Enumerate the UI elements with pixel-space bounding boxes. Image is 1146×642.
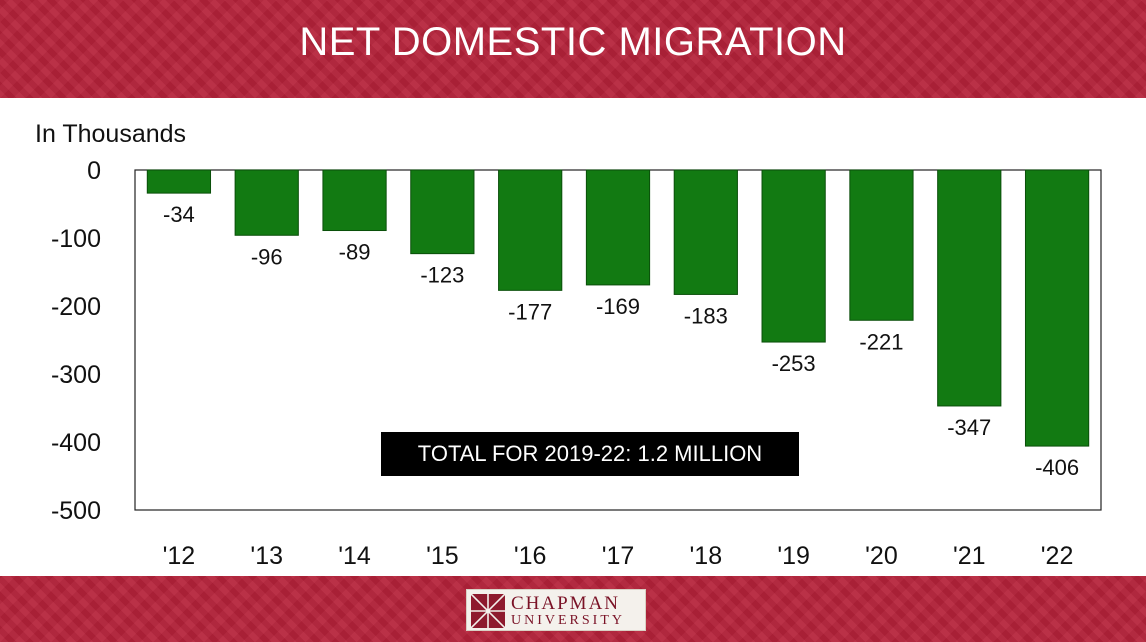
data-label: -406 bbox=[1035, 455, 1079, 480]
bar bbox=[937, 169, 1002, 407]
y-tick-label: -400 bbox=[51, 429, 101, 457]
data-label: -96 bbox=[251, 244, 283, 269]
y-tick-label: -300 bbox=[51, 361, 101, 389]
bar bbox=[849, 169, 914, 321]
x-tick-labels: '12 '13 '14 '15 '16 '17 '18 '19 '20 '21 '22 bbox=[163, 542, 1074, 570]
y-tick-label: -500 bbox=[51, 497, 101, 525]
logo-text-line2: UNIVERSITY bbox=[511, 613, 625, 628]
data-labels: -34 -96 -89 -123 -177 -169 -183 -253 -221 -347 -40… bbox=[163, 202, 1079, 480]
y-axis-label: In Thousands bbox=[35, 120, 186, 148]
bar bbox=[410, 169, 475, 255]
bar bbox=[1024, 169, 1090, 447]
total-callout: TOTAL FOR 2019-22: 1.2 MILLION bbox=[381, 432, 799, 476]
data-label: -183 bbox=[684, 303, 728, 328]
y-tick-label: -200 bbox=[51, 293, 101, 321]
y-tick-label: 0 bbox=[87, 157, 101, 185]
x-tick-label: '22 bbox=[1041, 542, 1074, 570]
y-tick-label: -100 bbox=[51, 225, 101, 253]
x-tick-label: '21 bbox=[953, 542, 986, 570]
chapman-logo: CHAPMAN UNIVERSITY bbox=[466, 589, 646, 631]
data-label: -253 bbox=[772, 351, 816, 376]
bar-chart: In Thousands 0 -100 -200 -300 -400 -500 -34 -9… bbox=[35, 120, 1102, 570]
x-tick-label: '20 bbox=[865, 542, 898, 570]
x-tick-label: '12 bbox=[163, 542, 196, 570]
header-banner: NET DOMESTIC MIGRATION bbox=[0, 0, 1146, 98]
data-label: -177 bbox=[508, 299, 552, 324]
data-label: -221 bbox=[859, 329, 903, 354]
x-tick-label: '15 bbox=[426, 542, 459, 570]
data-label: -347 bbox=[947, 415, 991, 440]
bar bbox=[585, 169, 651, 286]
data-label: -34 bbox=[163, 202, 195, 227]
bar bbox=[761, 169, 826, 343]
chapman-emblem-icon bbox=[471, 594, 505, 628]
x-tick-label: '16 bbox=[514, 542, 547, 570]
bar bbox=[498, 169, 563, 291]
bar bbox=[146, 169, 212, 194]
page-title: NET DOMESTIC MIGRATION bbox=[299, 20, 847, 64]
data-label: -89 bbox=[339, 240, 371, 265]
bars bbox=[146, 169, 1090, 447]
logo-text-line1: CHAPMAN bbox=[511, 593, 621, 614]
data-label: -169 bbox=[596, 294, 640, 319]
data-label: -123 bbox=[420, 263, 464, 288]
y-tick-labels: 0 -100 -200 -300 -400 -500 bbox=[51, 157, 101, 525]
x-tick-label: '17 bbox=[602, 542, 635, 570]
x-tick-label: '13 bbox=[250, 542, 283, 570]
bar bbox=[234, 169, 299, 236]
x-tick-label: '19 bbox=[777, 542, 810, 570]
x-tick-label: '14 bbox=[338, 542, 371, 570]
x-tick-label: '18 bbox=[690, 542, 723, 570]
bar bbox=[322, 169, 387, 232]
bar bbox=[673, 169, 738, 295]
